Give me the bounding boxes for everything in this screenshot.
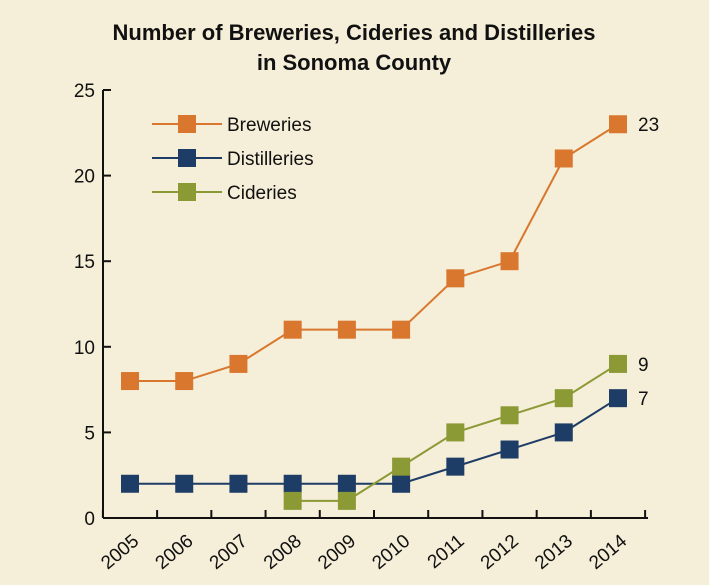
data-point	[609, 354, 627, 373]
data-point	[283, 474, 302, 493]
data-point	[229, 354, 248, 373]
chart-title: Number of Breweries, Cideries and Distil…	[113, 20, 596, 45]
legend-item: Cideries	[152, 183, 297, 204]
legend-marker	[178, 183, 196, 201]
data-point	[392, 457, 411, 476]
data-point	[283, 491, 302, 510]
data-point	[446, 269, 465, 288]
data-point	[554, 423, 573, 442]
series-lines: 23 7 9	[121, 115, 659, 510]
data-point	[554, 389, 573, 408]
data-point	[446, 423, 465, 442]
data-point	[554, 149, 573, 168]
legend-label: Cideries	[227, 183, 297, 204]
y-tick-label: 25	[74, 81, 95, 102]
series-cideries: 9	[283, 354, 649, 510]
data-point	[175, 372, 194, 391]
legend-label: Distilleries	[227, 149, 314, 170]
legend-item: Distilleries	[152, 149, 314, 170]
data-point	[229, 474, 248, 493]
data-point	[175, 474, 194, 493]
chart-subtitle: in Sonoma County	[257, 50, 452, 75]
data-point	[500, 406, 519, 425]
data-point	[283, 320, 302, 339]
data-point	[500, 252, 519, 271]
end-value-label: 9	[638, 355, 649, 376]
data-point	[609, 115, 627, 134]
data-point	[392, 474, 411, 493]
legend-label: Breweries	[227, 115, 311, 136]
y-tick-label: 5	[84, 423, 95, 444]
end-value-label: 7	[638, 389, 649, 410]
data-point	[337, 474, 356, 493]
y-tick-label: 0	[84, 509, 95, 530]
data-point	[609, 389, 627, 408]
data-point	[121, 474, 139, 493]
series-breweries: 23	[121, 115, 659, 391]
data-point	[392, 320, 411, 339]
data-point	[121, 372, 139, 391]
legend-marker	[178, 149, 196, 167]
data-point	[446, 457, 465, 476]
legend: Breweries Distilleries Cideries	[152, 115, 314, 204]
data-point	[337, 320, 356, 339]
data-point	[500, 440, 519, 459]
series-line	[130, 123, 619, 383]
legend-marker	[178, 115, 196, 133]
data-point	[337, 491, 356, 510]
y-tick-label: 10	[74, 338, 95, 359]
y-tick-label: 20	[74, 167, 95, 188]
end-value-label: 23	[638, 115, 659, 136]
legend-item: Breweries	[152, 115, 311, 136]
y-tick-label: 15	[74, 252, 95, 273]
